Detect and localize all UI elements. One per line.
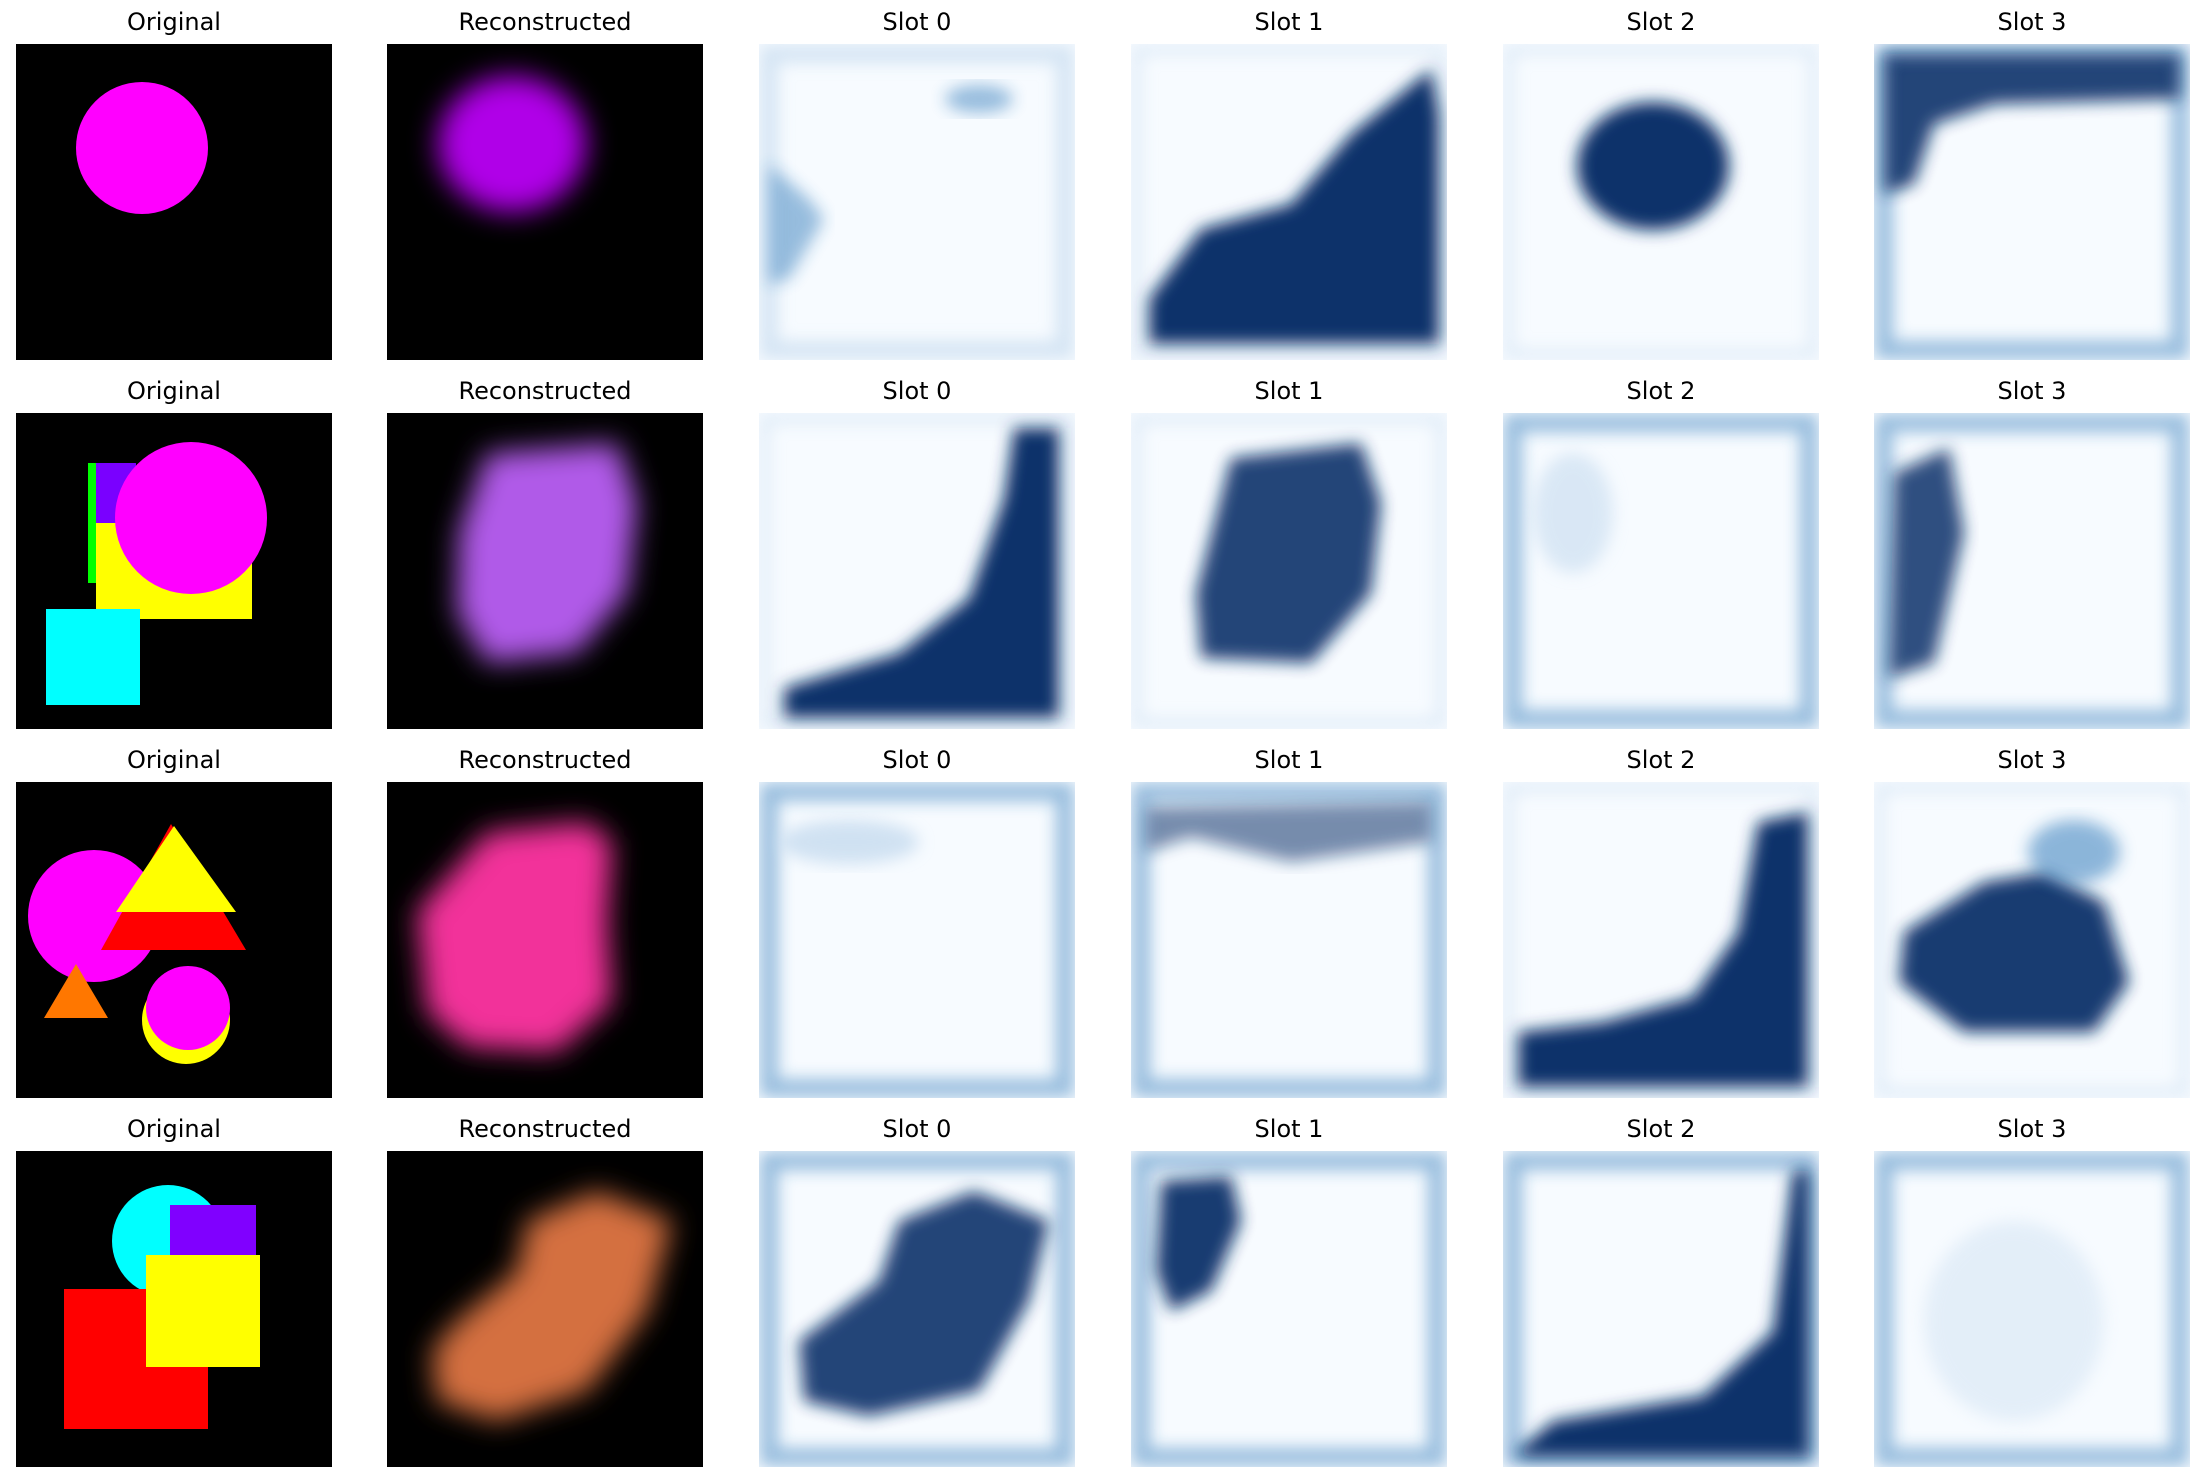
- slot-mask-image: [1131, 44, 1447, 360]
- panel-title: Slot 3: [1997, 746, 2067, 774]
- panel-title: Reconstructed: [458, 746, 632, 774]
- panel-r3-slot-5: Slot 3: [1874, 1117, 2190, 1469]
- panel-title: Reconstructed: [458, 1115, 632, 1143]
- panel-r3-slot-3: Slot 1: [1131, 1117, 1447, 1469]
- panel-title: Original: [127, 8, 221, 36]
- panel-r3-slot-2: Slot 0: [759, 1117, 1075, 1469]
- original-image: [16, 1151, 332, 1467]
- panel-title: Slot 1: [1254, 377, 1324, 405]
- panel-r1-slot-5: Slot 3: [1874, 379, 2190, 731]
- slot-mask-image: [759, 44, 1075, 360]
- panel-title: Slot 1: [1254, 746, 1324, 774]
- panel-r0-original: Original: [16, 10, 332, 362]
- panel-title: Slot 1: [1254, 1115, 1324, 1143]
- slot-mask-image: [1503, 1151, 1819, 1467]
- slot-mask-image: [759, 413, 1075, 729]
- panel-title: Slot 0: [882, 746, 952, 774]
- panel-r1-slot-2: Slot 0: [759, 379, 1075, 731]
- panel-r2-slot-4: Slot 2: [1503, 748, 1819, 1100]
- panel-r2-slot-2: Slot 0: [759, 748, 1075, 1100]
- panel-title: Slot 2: [1626, 8, 1696, 36]
- original-image: [16, 44, 332, 360]
- panel-r0-slot-4: Slot 2: [1503, 10, 1819, 362]
- panel-title: Slot 2: [1626, 377, 1696, 405]
- panel-title: Slot 3: [1997, 1115, 2067, 1143]
- slot-mask-image: [1503, 413, 1819, 729]
- panel-title: Slot 0: [882, 377, 952, 405]
- panel-r2-original: Original: [16, 748, 332, 1100]
- slot-mask-image: [759, 1151, 1075, 1467]
- panel-title: Slot 0: [882, 1115, 952, 1143]
- slot-mask-image: [1874, 782, 2190, 1098]
- panel-r3-recon: Reconstructed: [387, 1117, 703, 1469]
- original-image: [16, 413, 332, 729]
- panel-title: Reconstructed: [458, 377, 632, 405]
- reconstructed-image: [387, 1151, 703, 1467]
- original-image: [16, 782, 332, 1098]
- panel-r0-slot-2: Slot 0: [759, 10, 1075, 362]
- slot-mask-image: [1874, 44, 2190, 360]
- slot-mask-image: [1131, 782, 1447, 1098]
- panel-r0-slot-3: Slot 1: [1131, 10, 1447, 362]
- panel-title: Slot 2: [1626, 1115, 1696, 1143]
- panel-title: Original: [127, 377, 221, 405]
- reconstructed-image: [387, 782, 703, 1098]
- panel-r3-slot-4: Slot 2: [1503, 1117, 1819, 1469]
- panel-r0-slot-5: Slot 3: [1874, 10, 2190, 362]
- panel-title: Slot 1: [1254, 8, 1324, 36]
- panel-r1-slot-4: Slot 2: [1503, 379, 1819, 731]
- panel-r3-original: Original: [16, 1117, 332, 1469]
- panel-r0-recon: Reconstructed: [387, 10, 703, 362]
- panel-title: Slot 3: [1997, 8, 2067, 36]
- slot-mask-image: [1503, 782, 1819, 1098]
- panel-title: Reconstructed: [458, 8, 632, 36]
- slot-mask-image: [1131, 413, 1447, 729]
- panel-r1-original: Original: [16, 379, 332, 731]
- panel-title: Slot 0: [882, 8, 952, 36]
- slot-mask-image: [1874, 413, 2190, 729]
- reconstructed-image: [387, 44, 703, 360]
- panel-r2-slot-5: Slot 3: [1874, 748, 2190, 1100]
- slot-mask-image: [1131, 1151, 1447, 1467]
- panel-title: Original: [127, 746, 221, 774]
- panel-title: Slot 2: [1626, 746, 1696, 774]
- reconstructed-image: [387, 413, 703, 729]
- panel-title: Original: [127, 1115, 221, 1143]
- slot-mask-image: [1503, 44, 1819, 360]
- slot-mask-image: [1874, 1151, 2190, 1467]
- panel-r2-recon: Reconstructed: [387, 748, 703, 1100]
- slot-mask-image: [759, 782, 1075, 1098]
- panel-r1-recon: Reconstructed: [387, 379, 703, 731]
- panel-title: Slot 3: [1997, 377, 2067, 405]
- panel-r1-slot-3: Slot 1: [1131, 379, 1447, 731]
- panel-r2-slot-3: Slot 1: [1131, 748, 1447, 1100]
